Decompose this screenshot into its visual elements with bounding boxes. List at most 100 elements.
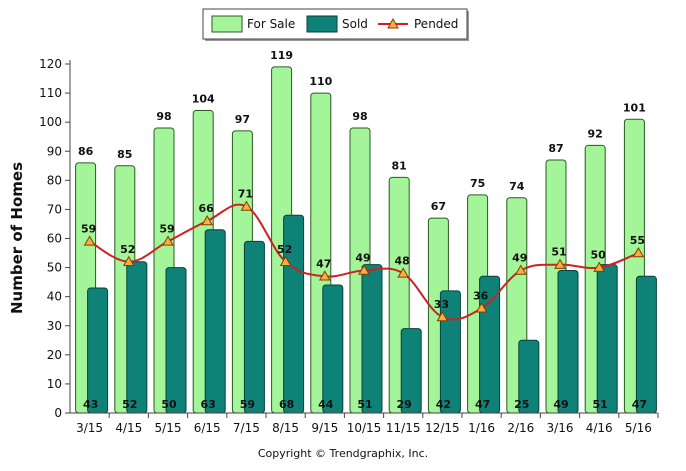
pended-point-label: 33 bbox=[434, 298, 449, 311]
pended-point-label: 50 bbox=[591, 249, 607, 262]
y-tick-label: 60 bbox=[47, 232, 62, 246]
y-tick-label: 10 bbox=[47, 377, 62, 391]
x-tick-label: 3/16 bbox=[547, 421, 574, 435]
bar-for-sale-label: 86 bbox=[78, 145, 94, 158]
bar-for-sale-label: 74 bbox=[509, 180, 525, 193]
pended-point bbox=[279, 255, 292, 267]
legend-label-sold: Sold bbox=[342, 17, 368, 31]
pended-point bbox=[162, 235, 174, 246]
pended-point bbox=[475, 302, 488, 313]
legend-label-for-sale: For Sale bbox=[247, 17, 295, 31]
x-tick-label: 2/16 bbox=[507, 421, 534, 435]
x-tick-label: 3/15 bbox=[76, 421, 103, 435]
x-tick-label: 5/16 bbox=[625, 421, 652, 435]
legend-label-pended: Pended bbox=[414, 17, 458, 31]
pended-point bbox=[554, 258, 566, 269]
x-tick-label: 5/15 bbox=[155, 421, 182, 435]
y-tick-label: 70 bbox=[47, 202, 62, 216]
pended-point-label: 55 bbox=[630, 234, 645, 247]
legend-marker-pended bbox=[387, 17, 399, 29]
x-tick-label: 11/15 bbox=[386, 421, 421, 435]
y-tick-label: 80 bbox=[47, 173, 62, 187]
bar-for-sale-label: 67 bbox=[431, 200, 446, 213]
bar-for-sale-label: 97 bbox=[235, 113, 250, 126]
pended-point bbox=[514, 264, 527, 275]
copyright-footer: Copyright © Trendgraphix, Inc. bbox=[257, 447, 429, 460]
bar-sold-label: 51 bbox=[593, 398, 608, 411]
bar-for-sale-label: 104 bbox=[192, 93, 215, 106]
bar-sold-label: 43 bbox=[83, 398, 98, 411]
bar-sold-label: 47 bbox=[632, 398, 647, 411]
pended-point-label: 66 bbox=[199, 202, 215, 215]
x-tick-label: 10/15 bbox=[347, 421, 382, 435]
pended-point bbox=[632, 247, 645, 258]
bar-sold-label: 44 bbox=[318, 398, 334, 411]
y-tick-label: 120 bbox=[39, 57, 62, 71]
pended-point bbox=[83, 235, 96, 246]
bar-sold bbox=[243, 240, 265, 414]
bar-sold bbox=[165, 267, 187, 414]
pended-point bbox=[201, 215, 214, 226]
bar-for-sale-label: 98 bbox=[352, 110, 367, 123]
bar-sold-label: 29 bbox=[397, 398, 412, 411]
bar-sold-label: 68 bbox=[279, 398, 294, 411]
bar-sold bbox=[126, 261, 148, 414]
bar-sold-label: 51 bbox=[357, 398, 372, 411]
y-tick-label: 90 bbox=[47, 144, 62, 158]
x-tick-label: 6/15 bbox=[194, 421, 221, 435]
pended-point bbox=[122, 255, 135, 267]
bar-sold-label: 25 bbox=[514, 398, 529, 411]
x-tick-label: 4/15 bbox=[115, 421, 142, 435]
pended-point-label: 59 bbox=[81, 222, 96, 235]
y-tick-label: 30 bbox=[47, 319, 62, 333]
bar-sold bbox=[87, 287, 109, 414]
pended-point-label: 49 bbox=[512, 251, 527, 264]
x-tick-label: 7/15 bbox=[233, 421, 260, 435]
pended-point-label: 59 bbox=[159, 222, 174, 235]
bar-for-sale-label: 110 bbox=[309, 75, 332, 88]
pended-point bbox=[436, 311, 449, 322]
legend-swatch-sold bbox=[306, 15, 338, 33]
pended-point-label: 52 bbox=[120, 243, 135, 256]
pended-point-label: 49 bbox=[355, 251, 370, 264]
pended-point bbox=[240, 200, 253, 211]
bar-sold-label: 59 bbox=[240, 398, 255, 411]
bar-sold bbox=[635, 275, 657, 414]
y-axis-title: Number of Homes bbox=[8, 162, 26, 314]
y-tick-label: 100 bbox=[39, 115, 62, 129]
pended-point-label: 47 bbox=[316, 257, 331, 270]
bar-sold-label: 47 bbox=[475, 398, 490, 411]
pended-point-label: 48 bbox=[395, 254, 410, 267]
bar-for-sale-label: 119 bbox=[270, 49, 293, 62]
pended-point bbox=[397, 267, 410, 278]
pended-point bbox=[318, 270, 331, 281]
x-tick-label: 9/15 bbox=[311, 421, 338, 435]
y-tick-label: 50 bbox=[47, 261, 62, 275]
pended-point-label: 71 bbox=[238, 188, 253, 201]
bar-sold-label: 50 bbox=[161, 398, 177, 411]
pended-point bbox=[358, 264, 370, 275]
x-tick-label: 1/16 bbox=[468, 421, 495, 435]
bar-for-sale-label: 101 bbox=[623, 101, 646, 114]
bar-for-sale-label: 75 bbox=[470, 177, 485, 190]
legend-swatch-for-sale bbox=[211, 15, 243, 33]
bar-sold-label: 63 bbox=[201, 398, 216, 411]
bar-sold bbox=[596, 264, 618, 414]
bar-sold bbox=[322, 284, 344, 414]
bar-sold bbox=[557, 269, 579, 414]
bar-for-sale-label: 92 bbox=[588, 127, 603, 140]
bar-for-sale-label: 81 bbox=[392, 159, 407, 172]
y-tick-label: 110 bbox=[39, 86, 62, 100]
bar-sold bbox=[204, 229, 226, 414]
x-tick-label: 8/15 bbox=[272, 421, 299, 435]
bar-for-sale-label: 85 bbox=[117, 148, 132, 161]
y-tick-label: 20 bbox=[47, 348, 62, 362]
pended-point-label: 51 bbox=[551, 246, 566, 259]
pended-point bbox=[593, 261, 606, 272]
bar-for-sale-label: 98 bbox=[156, 110, 171, 123]
x-tick-label: 12/15 bbox=[425, 421, 460, 435]
bar-sold-label: 52 bbox=[122, 398, 137, 411]
bar-sold bbox=[361, 264, 383, 414]
